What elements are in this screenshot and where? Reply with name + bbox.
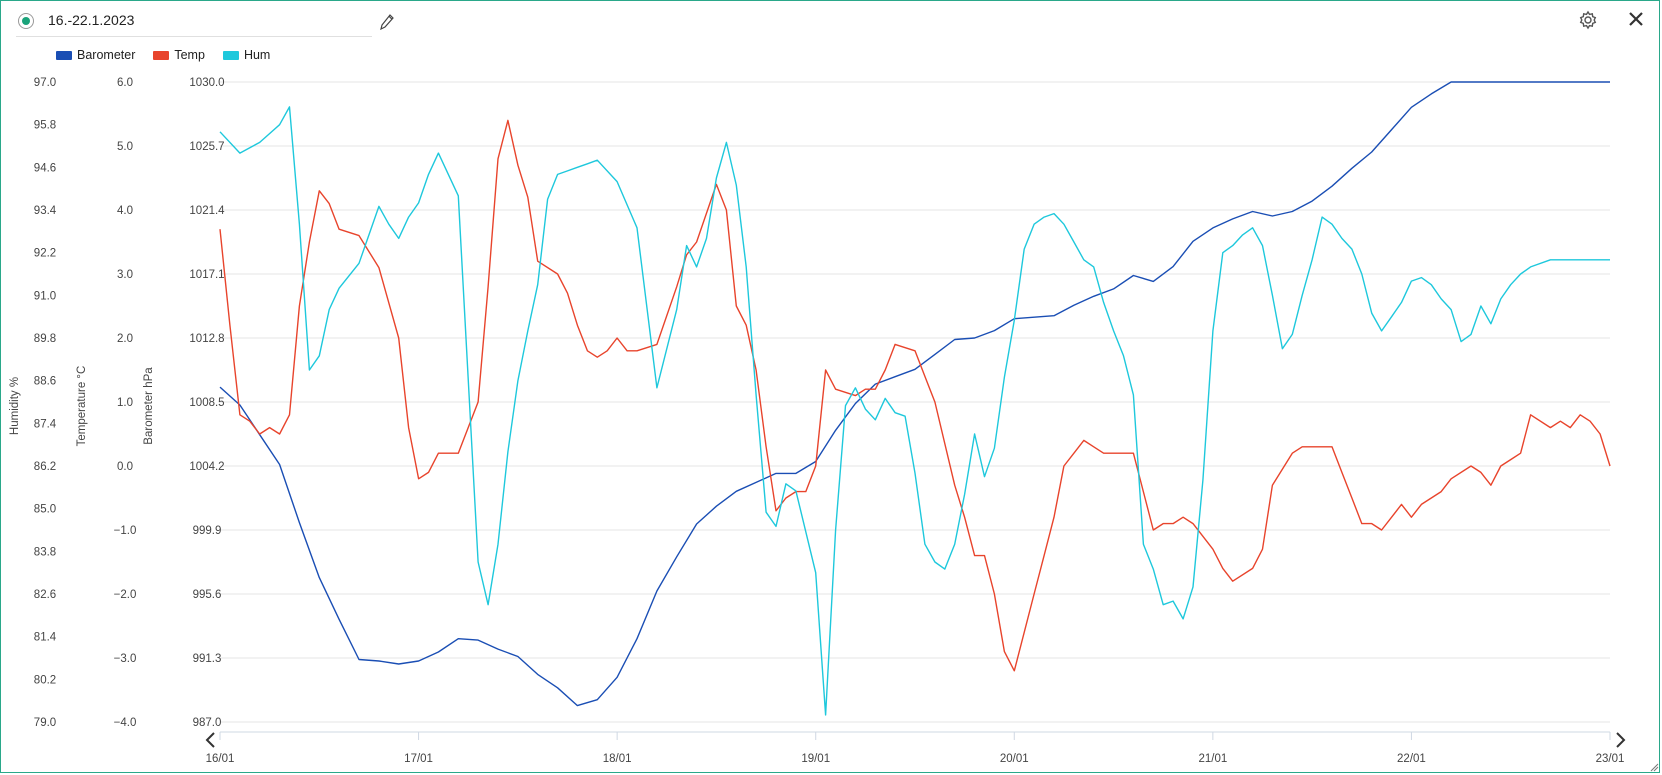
y-tick-label-hum: 79.0 [34, 717, 56, 729]
x-tick-label: 19/01 [801, 753, 830, 765]
y-tick-label-hum: 86.2 [34, 461, 56, 473]
y-tick-label-temp: 0.0 [117, 461, 133, 473]
y-tick-label-baro: 1008.5 [189, 397, 224, 409]
legend-swatch-hum [222, 50, 239, 60]
y-tick-label-hum: 94.6 [34, 162, 56, 174]
y-tick-label-hum: 93.4 [34, 205, 57, 217]
y-tick-label-baro: 1021.4 [189, 205, 225, 217]
x-tick-label: 21/01 [1198, 753, 1227, 765]
title-field[interactable]: 16.-22.1.2023 [16, 10, 372, 37]
next-arrow-icon[interactable] [1616, 732, 1626, 748]
y-tick-label-temp: 1.0 [117, 397, 133, 409]
title-input[interactable]: 16.-22.1.2023 [48, 12, 135, 28]
y-tick-label-hum: 89.8 [34, 333, 56, 345]
y-tick-label-hum: 88.6 [34, 376, 56, 388]
legend-label-barometer: Barometer [77, 48, 136, 62]
y-tick-label-temp: 2.0 [117, 333, 133, 345]
close-icon[interactable] [1627, 10, 1645, 28]
x-tick-label: 18/01 [603, 753, 632, 765]
x-tick-label: 22/01 [1397, 753, 1426, 765]
y-axis-title-hum: Humidity % [9, 377, 21, 435]
y-tick-label-baro: 1004.2 [189, 461, 224, 473]
y-tick-label-hum: 97.0 [34, 77, 56, 89]
y-tick-label-baro: 999.9 [193, 525, 222, 537]
y-tick-label-baro: 1012.8 [189, 333, 224, 345]
status-radio-icon[interactable] [18, 13, 34, 29]
y-tick-label-baro: 995.6 [193, 589, 222, 601]
y-tick-label-temp: 5.0 [117, 141, 133, 153]
y-axis-title-baro: Barometer hPa [143, 367, 155, 445]
gear-icon[interactable] [1578, 10, 1598, 30]
y-tick-label-temp: 6.0 [117, 77, 133, 89]
y-tick-label-hum: 91.0 [34, 290, 56, 302]
prev-arrow-icon[interactable] [205, 732, 215, 748]
x-tick-label: 16/01 [206, 753, 235, 765]
y-axis-title-temp: Temperature °C [76, 366, 88, 447]
y-tick-label-baro: 991.3 [193, 653, 222, 665]
legend-label-hum: Hum [243, 48, 271, 62]
resize-handle-icon[interactable] [1649, 762, 1659, 772]
legend-swatch-temp [153, 50, 170, 60]
y-tick-label-hum: 82.6 [34, 589, 56, 601]
legend-item-hum[interactable]: Hum [222, 48, 271, 62]
y-tick-label-baro: 1017.1 [189, 269, 224, 281]
y-tick-label-temp: 3.0 [117, 269, 133, 281]
y-tick-label-hum: 92.2 [34, 248, 56, 260]
y-tick-label-temp: 4.0 [117, 205, 133, 217]
y-tick-label-baro: 1030.0 [189, 77, 224, 89]
y-tick-label-hum: 80.2 [34, 674, 56, 686]
legend-item-temp[interactable]: Temp [153, 48, 205, 62]
legend-item-barometer[interactable]: Barometer [56, 48, 135, 62]
y-tick-label-hum: 83.8 [34, 546, 56, 558]
y-tick-label-hum: 85.0 [34, 504, 56, 516]
pencil-icon[interactable] [380, 14, 394, 30]
y-tick-label-hum: 87.4 [34, 418, 57, 430]
x-tick-label: 17/01 [404, 753, 433, 765]
x-tick-label: 23/01 [1596, 753, 1625, 765]
series-line-temp [219, 119, 1611, 672]
y-tick-label-baro: 987.0 [193, 717, 222, 729]
y-tick-label-temp: −2.0 [114, 589, 137, 601]
x-tick-label: 20/01 [1000, 753, 1029, 765]
y-tick-label-hum: 81.4 [34, 632, 57, 644]
y-tick-label-temp: −3.0 [114, 653, 137, 665]
y-tick-label-temp: −4.0 [114, 717, 137, 729]
y-tick-label-temp: −1.0 [114, 525, 137, 537]
y-tick-label-hum: 95.8 [34, 120, 56, 132]
legend-label-temp: Temp [174, 48, 205, 62]
y-tick-label-baro: 1025.7 [189, 141, 224, 153]
chart-legend: Barometer Temp Hum [56, 48, 270, 62]
series-line-barometer [219, 81, 1610, 707]
series-line-hum [219, 106, 1610, 716]
legend-swatch-barometer [56, 50, 72, 60]
